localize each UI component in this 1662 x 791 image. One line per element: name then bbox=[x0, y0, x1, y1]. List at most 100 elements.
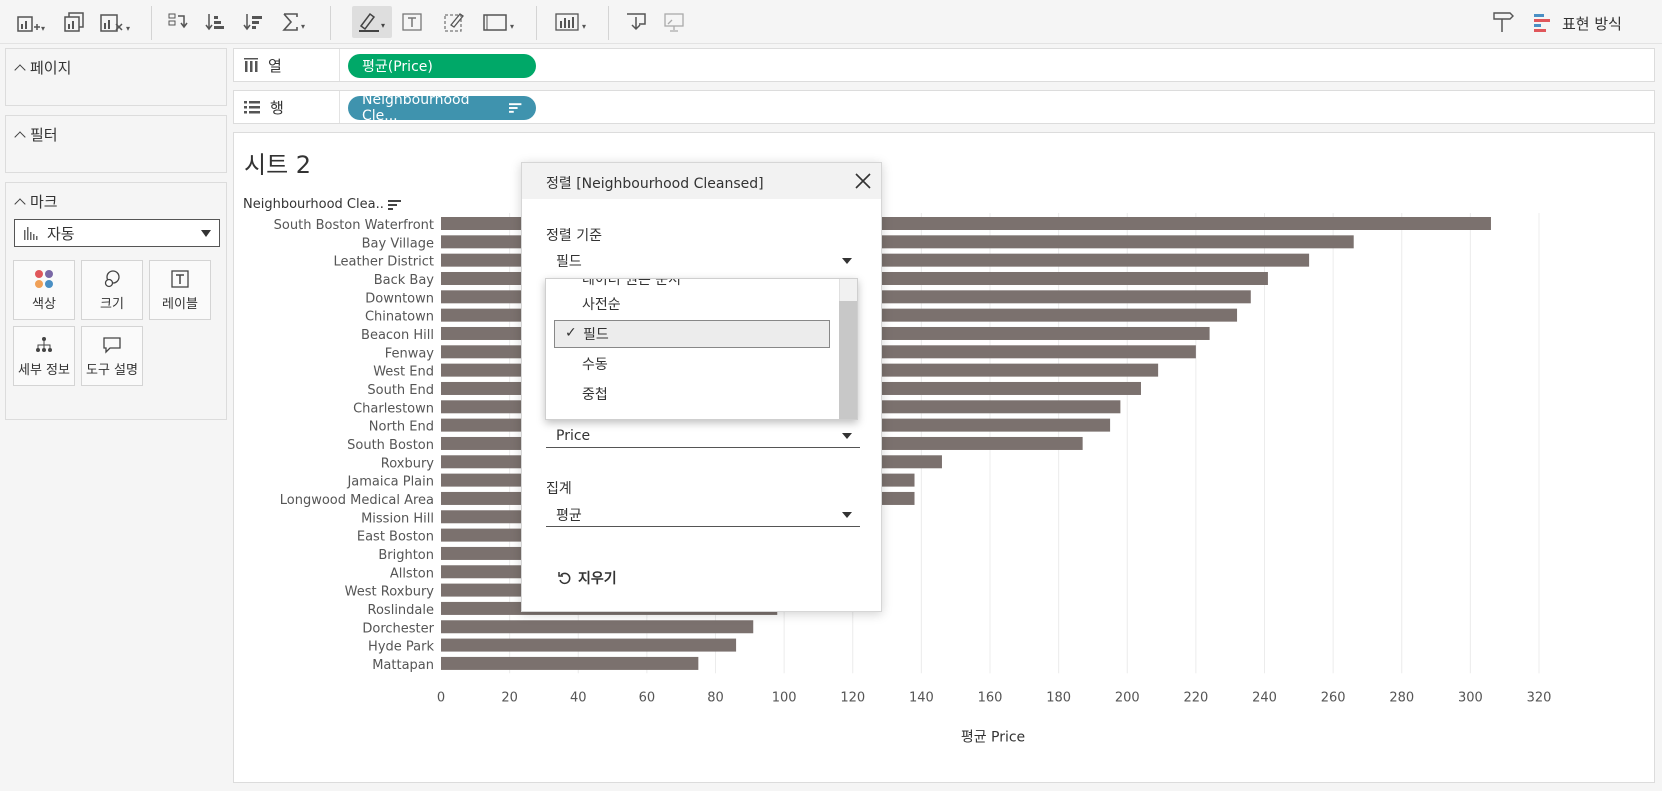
tooltip-label: 도구 설명 bbox=[86, 362, 138, 378]
signpost-icon bbox=[1493, 12, 1514, 32]
columns-pill-label: 평균(Price) bbox=[362, 59, 433, 75]
sort-descending-button[interactable] bbox=[240, 6, 266, 38]
toolbar-separator bbox=[151, 6, 152, 40]
chevron-up-icon bbox=[14, 63, 26, 76]
new-worksheet-icon: ▾ bbox=[17, 16, 45, 33]
detail-label: 세부 정보 bbox=[18, 362, 70, 378]
toolbar-separator bbox=[536, 6, 537, 40]
reset-icon bbox=[558, 572, 571, 585]
mark-type-select[interactable]: 자동 bbox=[14, 219, 220, 247]
rows-pill-label: Neighbourhood Cle... bbox=[362, 92, 470, 124]
category-label: Mattapan bbox=[372, 658, 434, 673]
rows-pill-neighbourhood[interactable]: Neighbourhood Cle... bbox=[348, 92, 536, 124]
x-tick-label: 80 bbox=[707, 690, 724, 705]
dropdown-item-data-source-order[interactable]: 데이터 원본 순서 bbox=[554, 279, 830, 293]
rows-shelf-label: 행 bbox=[234, 91, 340, 123]
category-label: West End bbox=[373, 365, 434, 380]
tooltip-button[interactable] bbox=[1490, 6, 1516, 38]
duplicate-sheet-button[interactable] bbox=[60, 6, 90, 38]
sort-ascending-button[interactable] bbox=[202, 6, 228, 38]
dropdown-scrollbar[interactable] bbox=[839, 279, 857, 419]
marks-panel-header[interactable]: 마크 bbox=[14, 191, 58, 212]
dropdown-item-field[interactable]: ✓ 필드 bbox=[554, 320, 830, 348]
rows-shelf[interactable]: 행 Neighbourhood Cle... bbox=[233, 90, 1655, 124]
x-tick-label: 100 bbox=[772, 690, 797, 705]
dropdown-item-label: 수동 bbox=[582, 357, 608, 373]
category-label: Beacon Hill bbox=[361, 328, 434, 343]
x-tick-label: 320 bbox=[1527, 690, 1552, 705]
worksheet: 시트 2 Neighbourhood Clea.. South Boston W… bbox=[233, 132, 1655, 783]
text-label-icon bbox=[402, 13, 422, 31]
sort-dialog-header: 정렬 [Neighbourhood Cleansed] bbox=[522, 163, 881, 199]
tooltip-mark-card[interactable]: 도구 설명 bbox=[81, 326, 143, 386]
fix-axes-button[interactable] bbox=[440, 6, 468, 38]
fit-view-icon: ▾ bbox=[483, 14, 514, 31]
bar bbox=[441, 620, 754, 634]
columns-pill-avg-price[interactable]: 평균(Price) bbox=[348, 54, 536, 78]
show-me-icon bbox=[1534, 14, 1550, 32]
highlighter-icon: ▾ bbox=[359, 12, 385, 32]
duplicate-sheet-icon bbox=[64, 12, 84, 32]
mark-type-value: 자동 bbox=[47, 224, 75, 243]
dropdown-scrollbar-thumb[interactable] bbox=[839, 301, 857, 419]
color-label: 색상 bbox=[32, 296, 56, 312]
clear-button[interactable]: 지우기 bbox=[558, 568, 617, 588]
sort-by-select[interactable]: 필드 bbox=[546, 249, 860, 273]
show-me-panel-button[interactable] bbox=[1530, 6, 1556, 38]
sort-by-value: 필드 bbox=[556, 254, 582, 270]
filters-panel-header[interactable]: 필터 bbox=[14, 124, 58, 145]
show-mark-labels-button[interactable] bbox=[398, 6, 426, 38]
totals-button[interactable]: ▾ bbox=[278, 6, 312, 38]
sort-descending-icon bbox=[508, 103, 522, 113]
sort-descending-icon bbox=[387, 199, 401, 210]
aggregation-select[interactable]: 평균 bbox=[546, 503, 860, 527]
rows-label: 행 bbox=[270, 98, 284, 117]
sort-dialog-title: 정렬 [Neighbourhood Cleansed] bbox=[546, 176, 764, 192]
x-tick-label: 140 bbox=[909, 690, 934, 705]
bar bbox=[441, 638, 737, 652]
swap-rows-columns-button[interactable] bbox=[164, 6, 192, 38]
sort-field-value: Price bbox=[556, 427, 591, 444]
chevron-down-icon bbox=[842, 433, 852, 439]
dropdown-item-label: 중첩 bbox=[582, 387, 608, 403]
pages-panel-header[interactable]: 페이지 bbox=[14, 57, 71, 78]
size-mark-card[interactable]: 크기 bbox=[81, 260, 143, 320]
dropdown-item-alphabetic[interactable]: 사전순 bbox=[554, 290, 830, 318]
x-axis-title: 평균 Price bbox=[961, 729, 1025, 745]
x-tick-label: 160 bbox=[978, 690, 1003, 705]
row-field-header[interactable]: Neighbourhood Clea.. bbox=[243, 197, 402, 212]
label-mark-card[interactable]: 레이블 bbox=[149, 260, 211, 320]
detail-mark-card[interactable]: 세부 정보 bbox=[13, 326, 75, 386]
highlight-button[interactable]: ▾ bbox=[352, 6, 392, 38]
category-label: South Boston Waterfront bbox=[274, 218, 434, 233]
show-me-button[interactable]: ▾ bbox=[552, 6, 592, 38]
rows-icon bbox=[244, 101, 260, 114]
bar-chart-icon: ▾ bbox=[555, 13, 586, 31]
clear-sheet-icon: ▾ bbox=[100, 14, 130, 33]
category-label: Roslindale bbox=[368, 603, 434, 618]
sheet-title: 시트 2 bbox=[244, 151, 312, 179]
marks-title: 마크 bbox=[30, 193, 58, 211]
category-label: Charlestown bbox=[353, 401, 434, 416]
sort-by-dropdown-list: 데이터 원본 순서 사전순 ✓ 필드 수동 중첩 bbox=[545, 278, 858, 420]
dropdown-item-nested[interactable]: 중첩 bbox=[554, 380, 830, 408]
swap-icon bbox=[168, 13, 188, 29]
category-label: Bay Village bbox=[362, 236, 434, 251]
svg-text:▾: ▾ bbox=[381, 21, 385, 30]
x-tick-label: 240 bbox=[1252, 690, 1277, 705]
clear-sheet-button[interactable]: ▾ bbox=[98, 6, 134, 38]
close-icon[interactable] bbox=[853, 171, 873, 191]
presentation-mode-button[interactable] bbox=[660, 6, 688, 38]
category-label: Allston bbox=[390, 566, 434, 581]
show-me-label[interactable]: 표현 방식 bbox=[1562, 15, 1622, 33]
fit-view-button[interactable]: ▾ bbox=[480, 6, 520, 38]
category-label: Downtown bbox=[365, 291, 434, 306]
new-worksheet-button[interactable]: ▾ bbox=[14, 6, 48, 38]
color-mark-card[interactable]: 색상 bbox=[13, 260, 75, 320]
download-button[interactable] bbox=[622, 6, 650, 38]
sort-field-select[interactable]: Price bbox=[546, 424, 860, 448]
toolbar-separator bbox=[330, 6, 331, 40]
dropdown-item-manual[interactable]: 수동 bbox=[554, 350, 830, 378]
columns-shelf[interactable]: 열 평균(Price) bbox=[233, 48, 1655, 82]
